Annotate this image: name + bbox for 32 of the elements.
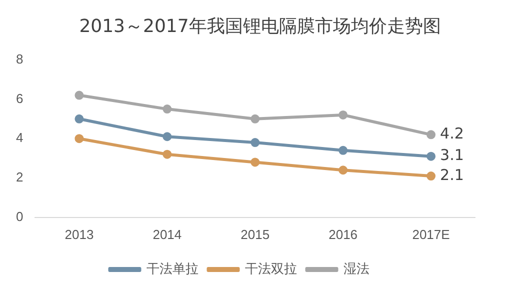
legend-label: 干法单拉	[146, 262, 198, 277]
point	[162, 150, 172, 159]
point	[162, 104, 172, 114]
chart-title: 2013～2017年我国锂电隔膜市场均价走势图	[78, 15, 442, 39]
point	[250, 114, 260, 124]
legend-label: 湿法	[343, 262, 370, 277]
point	[426, 130, 436, 140]
point	[250, 158, 260, 167]
x-tick-label: 2014	[152, 226, 182, 242]
x-tick-label: 2013	[64, 226, 94, 242]
y-tick-label: 0	[16, 208, 24, 224]
point	[74, 134, 84, 144]
point	[250, 138, 260, 148]
x-tick-label: 2016	[328, 226, 358, 242]
point	[74, 90, 84, 100]
data-label: 2.1	[440, 166, 464, 184]
point	[426, 152, 436, 161]
point	[74, 114, 84, 124]
x-tick-label: 2015	[240, 226, 270, 242]
point	[338, 146, 348, 155]
y-tick-label: 4	[16, 130, 24, 146]
point	[426, 172, 436, 181]
point	[162, 132, 172, 142]
y-tick-label: 2	[16, 170, 24, 185]
point	[338, 166, 348, 175]
point	[338, 110, 348, 120]
data-label: 4.2	[440, 124, 464, 143]
legend-label: 干法双拉	[244, 262, 297, 277]
x-tick-label: 2017E	[412, 226, 450, 242]
y-tick-label: 6	[16, 90, 24, 106]
y-tick-label: 8	[16, 51, 24, 66]
data-label: 3.1	[440, 146, 464, 164]
